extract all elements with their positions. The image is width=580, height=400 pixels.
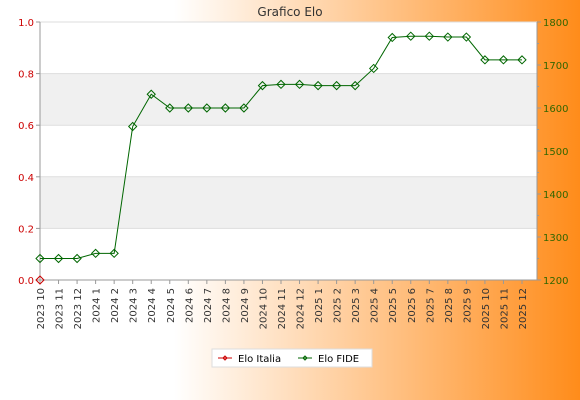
legend-label: Elo Italia (238, 354, 281, 365)
x-axis-tick-label: 2025 8 (444, 288, 455, 323)
data-point (368, 63, 379, 74)
x-axis-tick-label: 2025 10 (481, 288, 492, 329)
x-axis-tick-label: 2025 9 (462, 288, 473, 323)
data-point (350, 80, 360, 91)
data-point (406, 31, 416, 41)
x-axis-tick-label: 2024 4 (147, 288, 158, 323)
x-axis-tick-label: 2025 12 (518, 288, 529, 329)
data-point (72, 253, 82, 264)
data-point (480, 55, 490, 65)
x-axis-tick-label: 2024 2 (110, 288, 121, 323)
right-axis-tick-label: 1300 (543, 233, 568, 244)
x-axis-tick-label: 2023 12 (73, 288, 84, 329)
x-axis-tick-label: 2025 7 (425, 288, 436, 323)
plot-area (40, 22, 537, 280)
left-axis-tick-label: 0.4 (18, 173, 34, 184)
x-axis-tick-label: 2025 1 (314, 288, 325, 323)
left-axis-tick-label: 0.8 (18, 70, 34, 81)
x-axis-tick-label: 2023 10 (36, 288, 47, 329)
x-axis-tick-label: 2024 12 (296, 288, 307, 329)
data-point (146, 89, 156, 99)
x-axis-tick-label: 2024 11 (277, 288, 288, 329)
right-axis-tick-label: 1600 (543, 104, 568, 115)
left-axis-tick-label: 0.0 (18, 276, 34, 287)
x-axis-tick-label: 2024 3 (129, 288, 140, 323)
data-point (331, 80, 342, 91)
data-point (498, 55, 509, 65)
legend-swatch-marker (222, 355, 228, 361)
data-point (276, 79, 286, 90)
legend-box (211, 348, 373, 368)
data-point (90, 248, 101, 259)
x-axis-tick-label: 2025 2 (333, 288, 344, 323)
data-point (165, 103, 175, 113)
data-point (424, 31, 435, 41)
right-axis-tick-label: 1200 (543, 276, 568, 287)
x-axis-tick-label: 2024 1 (92, 288, 103, 323)
grid-band (40, 176, 537, 229)
data-point (35, 253, 45, 264)
x-axis-tick-label: 2024 10 (258, 288, 269, 329)
data-point (294, 79, 305, 90)
data-point (35, 275, 45, 285)
x-axis-tick-label: 2025 11 (499, 288, 510, 329)
data-point (183, 103, 194, 113)
x-axis-tick-label: 2024 8 (221, 288, 232, 323)
x-axis-tick-label: 2024 9 (240, 288, 251, 323)
x-axis-tick-label: 2024 5 (166, 288, 177, 323)
data-point (313, 80, 323, 91)
series-line-elo-fide (40, 35, 522, 259)
x-axis-tick-label: 2025 3 (351, 288, 362, 323)
x-axis-tick-label: 2024 6 (184, 288, 195, 323)
right-axis-tick-label: 1800 (543, 18, 568, 29)
data-point (461, 32, 472, 42)
data-point (220, 103, 231, 113)
data-point (53, 253, 64, 264)
left-axis-tick-label: 1.0 (18, 18, 34, 29)
x-axis-tick-label: 2023 11 (55, 288, 66, 329)
x-axis-tick-label: 2025 5 (388, 288, 399, 323)
chart-title: Grafico Elo (257, 5, 322, 19)
right-axis-tick-label: 1400 (543, 190, 568, 201)
data-point (127, 121, 138, 132)
legend-swatch-marker (302, 355, 308, 361)
data-point (257, 80, 268, 91)
right-axis-tick-label: 1500 (543, 147, 568, 158)
x-axis-tick-label: 2025 6 (407, 288, 418, 323)
data-point (387, 32, 397, 43)
legend-label: Elo FIDE (318, 354, 359, 365)
data-point (202, 103, 212, 113)
grid-band (40, 73, 537, 126)
data-point (443, 32, 453, 42)
data-point (517, 55, 527, 65)
left-axis-tick-label: 0.6 (18, 121, 34, 132)
left-axis-tick-label: 0.2 (18, 224, 34, 235)
data-point (109, 248, 119, 259)
x-axis-tick-label: 2025 4 (370, 288, 381, 323)
data-point (239, 103, 249, 113)
x-axis-tick-label: 2024 7 (203, 288, 214, 323)
right-axis-tick-label: 1700 (543, 61, 568, 72)
